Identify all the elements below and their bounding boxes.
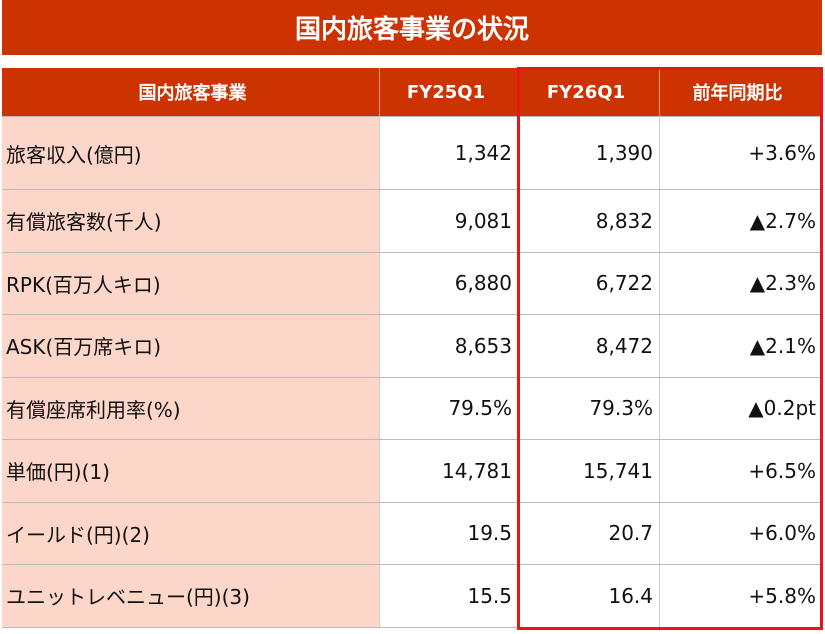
header-cell: FY25Q1 <box>380 68 519 116</box>
value-cell: ▲2.1% <box>749 333 816 358</box>
value-cell: 14,781 <box>380 440 519 502</box>
value-cell: 8,832 <box>519 190 660 252</box>
title-bar: 国内旅客事業の状況 <box>2 0 822 55</box>
value-cell: 79.5% <box>380 377 519 439</box>
table-row: RPK(百万人キロ) 6,880 6,722 ▲2.3% <box>2 252 822 315</box>
value-cell: 9,081 <box>380 190 519 252</box>
row-label: 有償旅客数(千人) <box>2 190 380 252</box>
value-cell: 16.4 <box>519 565 660 627</box>
header-cell: FY26Q1 <box>519 68 660 116</box>
value-cell: ▲2.7% <box>749 208 816 233</box>
row-label: ASK(百万席キロ) <box>2 315 380 377</box>
row-label: 有償座席利用率(%) <box>2 377 380 439</box>
table: 国内旅客事業 FY25Q1 FY26Q1 前年同期比 旅客収入(億円) 1,342 1,39… <box>2 68 822 628</box>
value-cell: 6,880 <box>380 252 519 314</box>
value-cell: 15,741 <box>519 440 660 502</box>
table-row: 有償座席利用率(%) 79.5% 79.3% ▲0.2pt <box>2 377 822 440</box>
value-cell: +3.6% <box>748 141 816 165</box>
value-cell: 19.5 <box>380 502 519 564</box>
header-cell: 前年同期比 <box>660 68 822 116</box>
value-cell: +6.5% <box>748 458 816 483</box>
value-cell: 6,722 <box>519 252 660 314</box>
table-row: イールド(円)(2) 19.5 20.7 +6.0% <box>2 502 822 565</box>
value-cell: ▲0.2pt <box>748 396 816 421</box>
value-cell: 8,472 <box>519 315 660 377</box>
row-label: 単価(円)(1) <box>2 440 380 502</box>
value-cell: +6.0% <box>748 521 816 546</box>
row-label: ユニットレベニュー(円)(3) <box>2 565 380 627</box>
row-label: RPK(百万人キロ) <box>2 252 380 314</box>
value-cell: ▲2.3% <box>749 271 816 296</box>
row-label: 旅客収入(億円) <box>2 117 380 189</box>
value-cell: 8,653 <box>380 315 519 377</box>
header-cell: 国内旅客事業 <box>2 68 380 116</box>
value-cell: 15.5 <box>380 565 519 627</box>
header-row: 国内旅客事業 FY25Q1 FY26Q1 前年同期比 <box>2 68 822 117</box>
table-row: ASK(百万席キロ) 8,653 8,472 ▲2.1% <box>2 315 822 378</box>
value-cell: 1,390 <box>519 117 660 189</box>
table-row: 有償旅客数(千人) 9,081 8,832 ▲2.7% <box>2 190 822 253</box>
value-cell: +5.8% <box>748 583 816 608</box>
value-cell: 79.3% <box>519 377 660 439</box>
table-row: ユニットレベニュー(円)(3) 15.5 16.4 +5.8% <box>2 565 822 628</box>
value-cell: 20.7 <box>519 502 660 564</box>
value-cell: 1,342 <box>380 117 519 189</box>
table-row: 単価(円)(1) 14,781 15,741 +6.5% <box>2 440 822 503</box>
row-label: イールド(円)(2) <box>2 502 380 564</box>
table-row: 旅客収入(億円) 1,342 1,390 +3.6% <box>2 117 822 190</box>
